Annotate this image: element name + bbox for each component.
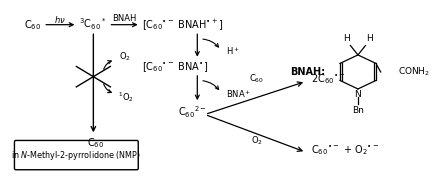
Text: N: N: [355, 90, 362, 99]
Text: Bn: Bn: [352, 106, 364, 115]
Text: C$_{60}$$^{\bullet-}$ + O$_2$$^{\bullet-}$: C$_{60}$$^{\bullet-}$ + O$_2$$^{\bullet-…: [311, 143, 379, 157]
Text: 2C$_{60}$$^{\bullet-}$: 2C$_{60}$$^{\bullet-}$: [311, 73, 345, 86]
Text: C$_{60}$: C$_{60}$: [250, 72, 264, 85]
Text: [C$_{60}$$^{\bullet-}$ BNAH$^{\bullet+}$]: [C$_{60}$$^{\bullet-}$ BNAH$^{\bullet+}$…: [142, 17, 224, 32]
Text: H: H: [343, 34, 349, 43]
Text: BNAH: BNAH: [112, 14, 137, 23]
Text: H: H: [366, 34, 373, 43]
Text: C$_{60}$: C$_{60}$: [24, 18, 42, 32]
Text: in $\it{N}$-Methyl-2-pyrrolidone (NMP): in $\it{N}$-Methyl-2-pyrrolidone (NMP): [11, 149, 141, 162]
Text: O$_2$: O$_2$: [251, 135, 263, 147]
Text: BNAH:: BNAH:: [290, 67, 325, 77]
Text: H$^+$: H$^+$: [226, 45, 240, 57]
FancyBboxPatch shape: [14, 140, 138, 170]
Text: [C$_{60}$$^{\bullet-}$ BNA$^{\bullet}$]: [C$_{60}$$^{\bullet-}$ BNA$^{\bullet}$]: [142, 60, 209, 74]
Text: C$_{60}$$^{2-}$: C$_{60}$$^{2-}$: [178, 105, 207, 120]
Text: C$_{60}$: C$_{60}$: [87, 136, 104, 150]
Text: $^3$C$_{60}$$^*$: $^3$C$_{60}$$^*$: [79, 17, 106, 33]
Text: CONH$_2$: CONH$_2$: [398, 66, 430, 78]
Text: O$_2$: O$_2$: [119, 51, 131, 63]
Text: $h\nu$: $h\nu$: [54, 14, 66, 24]
Text: $^1$O$_2$: $^1$O$_2$: [118, 90, 134, 104]
Text: BNA$^+$: BNA$^+$: [226, 88, 251, 99]
